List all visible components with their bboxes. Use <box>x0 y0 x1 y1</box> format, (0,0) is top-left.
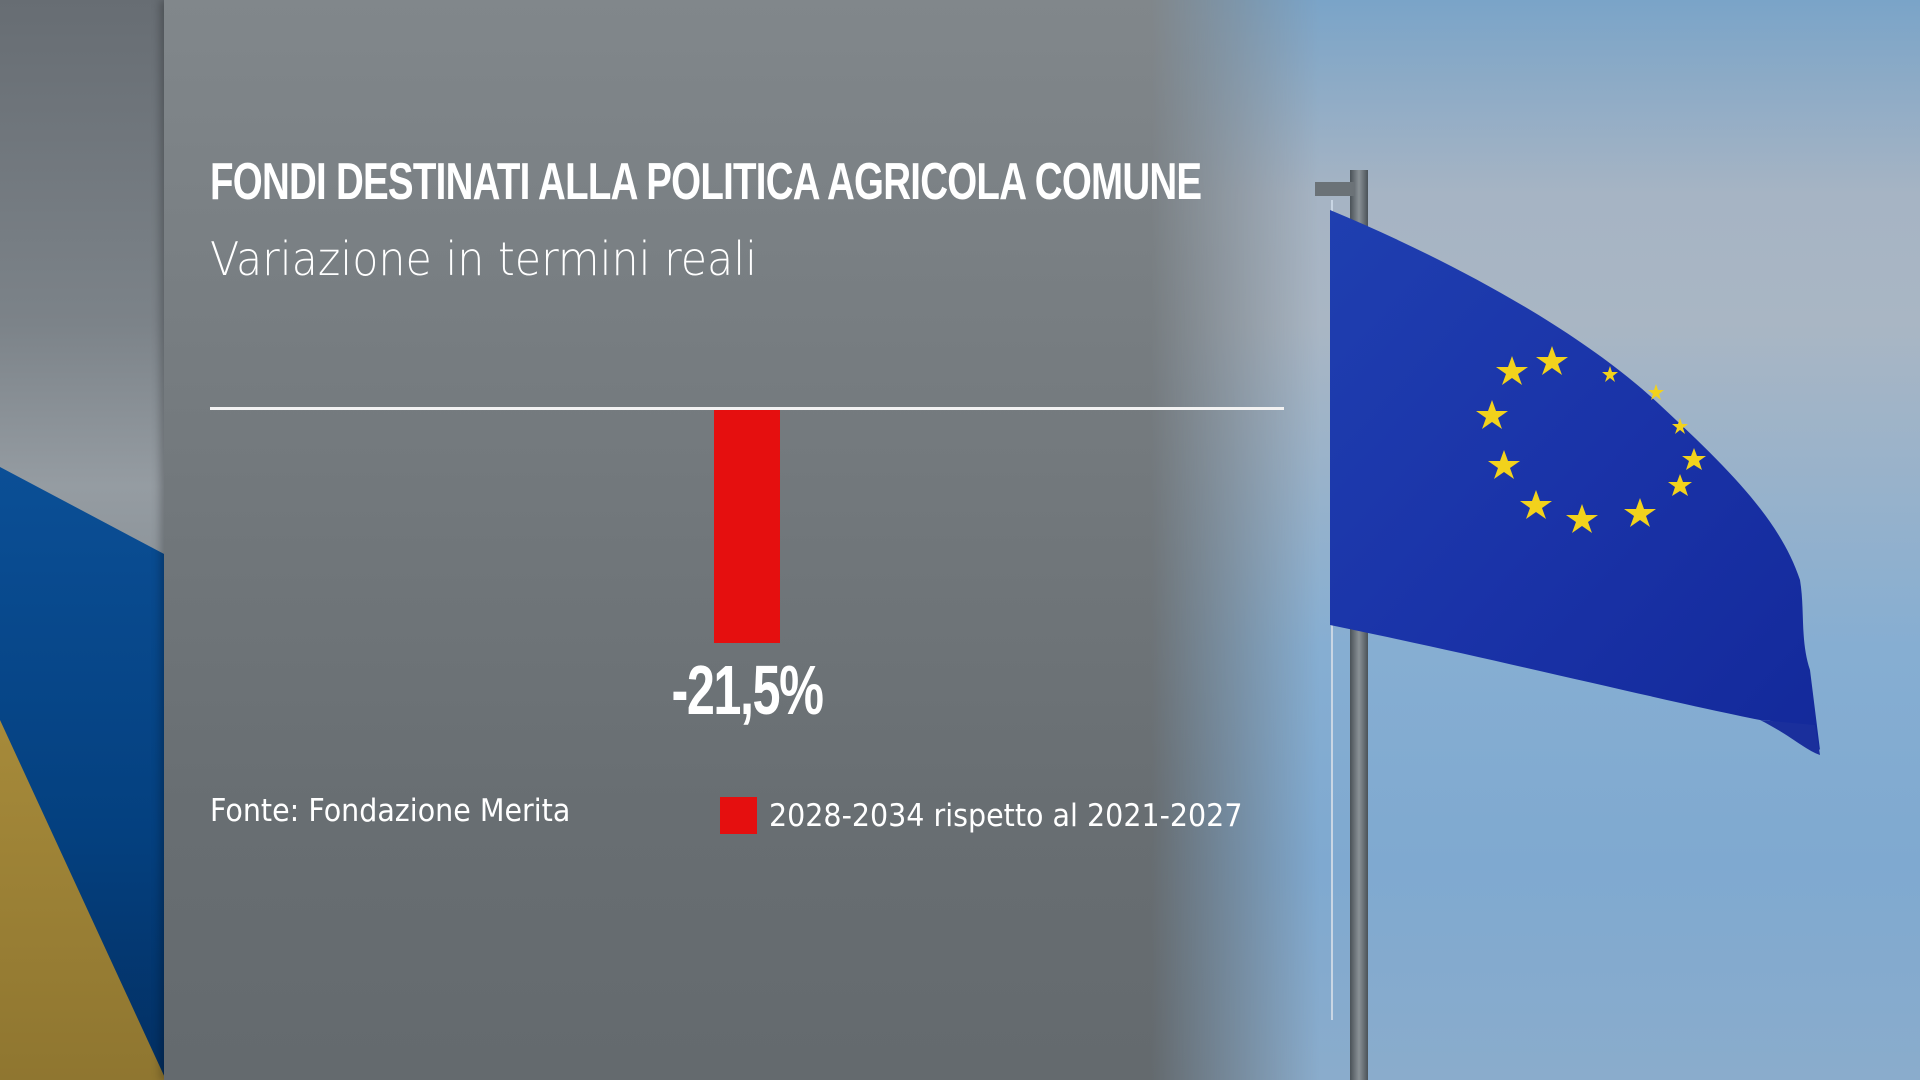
background-left-strip <box>0 0 166 1080</box>
legend-label: 2028-2034 rispetto al 2021-2027 <box>769 797 1243 834</box>
bar-value-label: -21,5% <box>671 651 823 729</box>
chart-title: FONDI DESTINATI ALLA POLITICA AGRICOLA C… <box>210 153 1202 211</box>
legend-swatch <box>720 797 757 834</box>
eu-flag-icon <box>1315 170 1820 1080</box>
legend: 2028-2034 rispetto al 2021-2027 <box>720 797 1284 834</box>
zero-baseline <box>210 407 1284 410</box>
bar-2028-2034 <box>714 410 780 643</box>
source-note: Fonte: Fondazione Merita <box>210 793 571 829</box>
blue-yellow-shapes-decoration <box>0 467 166 1080</box>
chart-subtitle: Variazione in termini reali <box>210 232 758 286</box>
